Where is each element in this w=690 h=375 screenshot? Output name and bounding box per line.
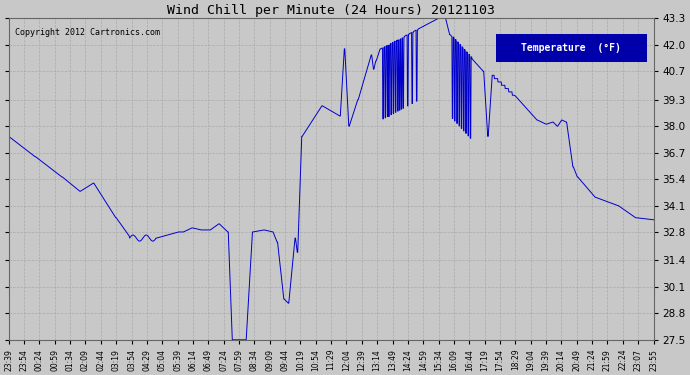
Title: Wind Chill per Minute (24 Hours) 20121103: Wind Chill per Minute (24 Hours) 2012110… [167,4,495,17]
Text: Copyright 2012 Cartronics.com: Copyright 2012 Cartronics.com [15,28,160,37]
